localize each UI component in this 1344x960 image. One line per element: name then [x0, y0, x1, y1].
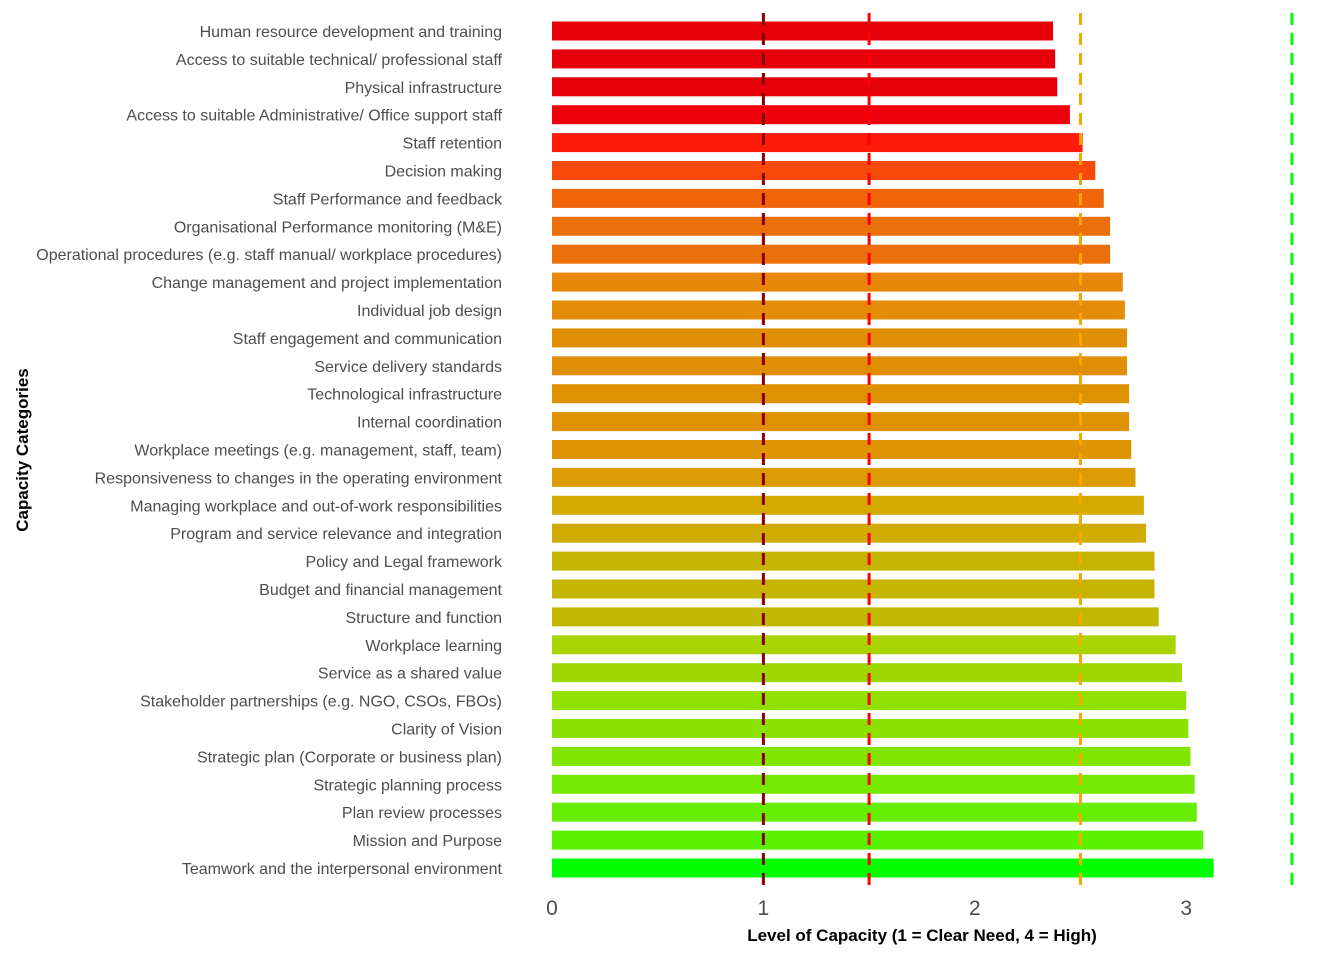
bar [552, 579, 1155, 599]
bars-layer [552, 21, 1214, 878]
bar [552, 551, 1155, 571]
bar [552, 216, 1111, 236]
bar [552, 440, 1132, 459]
category-label: Teamwork and the interpersonal environme… [182, 861, 503, 878]
bar [552, 384, 1130, 404]
category-label: Internal coordination [357, 415, 502, 432]
bar [552, 858, 1214, 878]
category-label: Access to suitable Administrative/ Offic… [126, 108, 502, 125]
category-label: Staff retention [403, 136, 502, 153]
category-label: Strategic planning process [313, 777, 502, 794]
bar [552, 830, 1204, 850]
category-label: Decision making [385, 164, 502, 181]
category-label: Managing workplace and out-of-work respo… [130, 498, 502, 515]
category-label: Program and service relevance and integr… [170, 526, 502, 543]
category-label: Individual job design [357, 303, 502, 320]
bar [552, 244, 1111, 264]
category-label: Staff Performance and feedback [273, 191, 503, 208]
category-label: Strategic plan (Corporate or business pl… [197, 749, 502, 766]
x-tick-label: 0 [546, 897, 558, 920]
bar [552, 161, 1096, 180]
category-label: Budget and financial management [259, 582, 502, 599]
bar [552, 802, 1197, 822]
category-label: Plan review processes [342, 805, 502, 822]
bar [552, 328, 1128, 348]
x-axis-title: Level of Capacity (1 = Clear Need, 4 = H… [747, 926, 1097, 945]
category-label: Workplace meetings (e.g. management, sta… [134, 443, 502, 460]
bar [552, 356, 1128, 376]
bar [552, 495, 1144, 515]
bar [552, 719, 1189, 738]
category-label: Physical infrastructure [345, 80, 502, 97]
category-label: Operational procedures (e.g. staff manua… [36, 247, 502, 264]
bar [552, 21, 1054, 41]
category-label: Human resource development and training [200, 24, 502, 41]
bar [552, 746, 1191, 766]
bar [552, 188, 1104, 208]
bar [552, 607, 1159, 627]
category-label: Service as a shared value [318, 666, 502, 683]
x-tick-label: 3 [1180, 897, 1192, 920]
category-labels-layer: Human resource development and training A… [36, 24, 503, 878]
bar [552, 467, 1136, 487]
reference-lines-layer [761, 13, 1294, 887]
category-label: Organisational Performance monitoring (M… [174, 219, 502, 236]
bar [552, 49, 1056, 69]
category-label: Policy and Legal framework [305, 554, 503, 571]
category-label: Technological infrastructure [307, 387, 502, 404]
category-label: Change management and project implementa… [152, 275, 502, 292]
category-label: Structure and function [345, 610, 502, 627]
bar [552, 77, 1058, 97]
category-label: Mission and Purpose [353, 833, 503, 850]
category-label: Staff engagement and communication [233, 331, 502, 348]
category-label: Stakeholder partnerships (e.g. NGO, CSOs… [140, 694, 502, 711]
category-label: Clarity of Vision [391, 722, 502, 739]
x-tick-labels-layer: 0 1 2 3 [546, 897, 1192, 920]
bar [552, 412, 1130, 432]
bar [552, 774, 1195, 794]
x-tick-label: 2 [969, 897, 981, 920]
category-label: Access to suitable technical/ profession… [176, 52, 503, 69]
category-label: Responsiveness to changes in the operati… [95, 470, 503, 487]
bar [552, 133, 1083, 153]
bar [552, 300, 1125, 320]
bar [552, 105, 1070, 125]
bar [552, 272, 1123, 292]
category-label: Workplace learning [365, 638, 502, 655]
x-tick-label: 1 [758, 897, 770, 920]
category-label: Service delivery standards [314, 359, 502, 376]
bar [552, 663, 1182, 683]
bar [552, 523, 1147, 543]
y-axis-title: Capacity Categories [13, 368, 32, 531]
bar [552, 635, 1176, 655]
